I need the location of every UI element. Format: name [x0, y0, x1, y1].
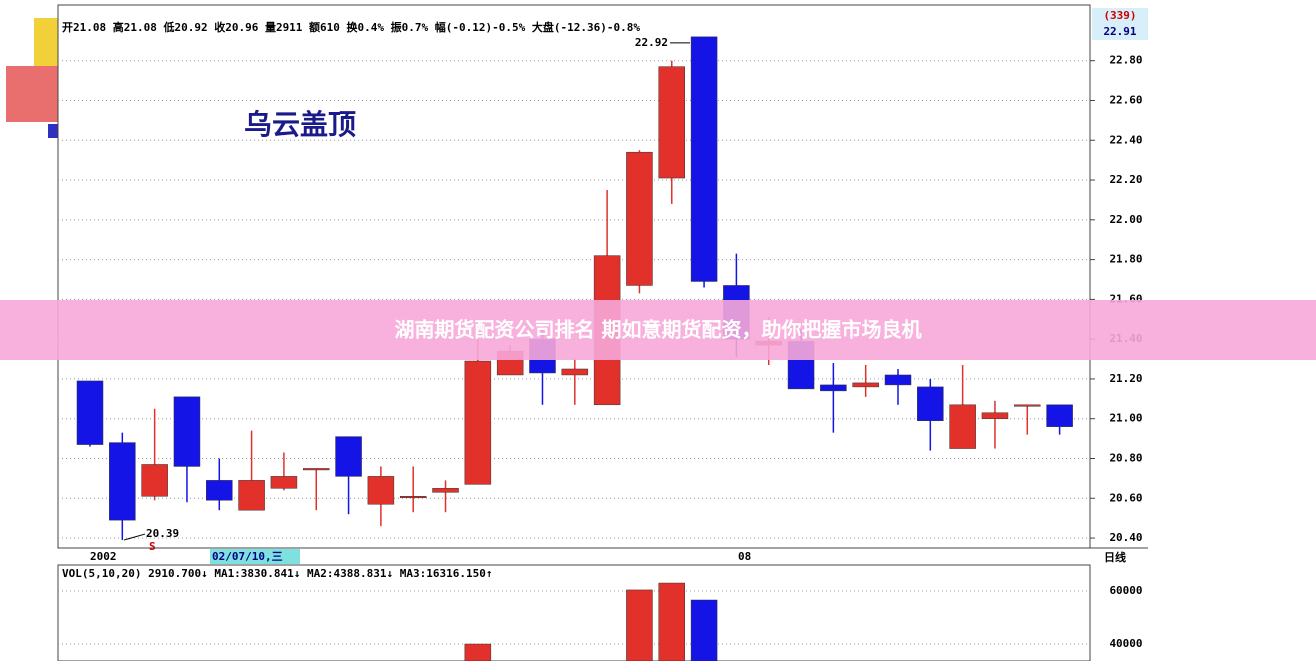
annotation-line	[123, 533, 146, 541]
candle-body	[464, 360, 492, 485]
volume-bar	[464, 643, 492, 661]
x-label: 08	[738, 550, 751, 563]
x-label: 日线	[1104, 550, 1126, 564]
volume-label: VOL(5,10,20) 2910.700↓ MA1:3830.841↓ MA2…	[62, 567, 492, 580]
quote: 开21.08 高21.08 低20.92 收20.96 量2911 额610 换…	[62, 20, 640, 34]
annotation: S	[149, 540, 156, 553]
candle-body	[335, 436, 362, 477]
candle-body	[141, 464, 168, 497]
y-tick-label: 21.20	[1109, 372, 1142, 385]
decor-blue	[48, 124, 58, 138]
chart-title: 乌云盖顶	[244, 108, 356, 141]
y-tick-label: 22.60	[1109, 93, 1142, 106]
y-tick-label: 21.80	[1109, 253, 1142, 266]
volume-bar	[626, 589, 653, 661]
y-tick-label: 22.80	[1109, 54, 1142, 67]
banner: 湖南期货配资公司排名 期如意期货配资，助你把握市场良机	[395, 318, 922, 342]
candle-body	[820, 384, 847, 392]
candle-body	[76, 380, 104, 445]
candle-body	[399, 496, 427, 499]
date-box	[210, 549, 300, 564]
y-tick-label: 20.40	[1109, 531, 1142, 544]
y-tick-label: 20.80	[1109, 451, 1142, 464]
count: (339)	[1103, 9, 1136, 22]
decor-yellow	[34, 18, 58, 66]
candle-body	[626, 151, 653, 286]
candle-body	[432, 488, 459, 493]
annotation: 20.39	[146, 527, 179, 540]
y-tick-label: 20.60	[1109, 491, 1142, 504]
x-label: 02/07/10,三	[212, 550, 283, 563]
candle-body	[206, 480, 233, 501]
x-label: 2002	[90, 550, 117, 563]
candle-body	[270, 476, 298, 489]
price: 22.91	[1103, 25, 1136, 38]
candle-body	[1014, 404, 1041, 407]
volume-bar	[658, 582, 686, 661]
candle-body	[658, 66, 686, 179]
candle-body	[852, 382, 879, 388]
price-box	[1092, 8, 1148, 40]
y-tick-label: 22.00	[1109, 213, 1142, 226]
candle-body	[109, 442, 136, 521]
banner-bg	[0, 300, 1316, 360]
candle-body	[173, 396, 201, 467]
y2-tick-label: 60000	[1109, 584, 1142, 597]
candle-body	[884, 374, 912, 386]
y2-tick-label: 40000	[1109, 637, 1142, 650]
candle-body	[949, 404, 976, 449]
y-tick-label: 22.20	[1109, 173, 1142, 186]
y-tick-label: 21.00	[1109, 412, 1142, 425]
annotation: 22.92	[635, 36, 668, 49]
candle-body	[367, 476, 395, 505]
candle-body	[302, 468, 330, 471]
candle-body	[561, 368, 589, 376]
candle-body	[917, 386, 944, 421]
decor-red	[6, 66, 58, 122]
candle-body	[981, 412, 1009, 419]
candle-body	[1046, 404, 1073, 427]
volume-frame	[57, 564, 1091, 661]
candle-body	[690, 36, 718, 282]
y-tick-label: 22.40	[1109, 133, 1142, 146]
candle-body	[238, 480, 265, 511]
volume-bar	[690, 599, 718, 661]
